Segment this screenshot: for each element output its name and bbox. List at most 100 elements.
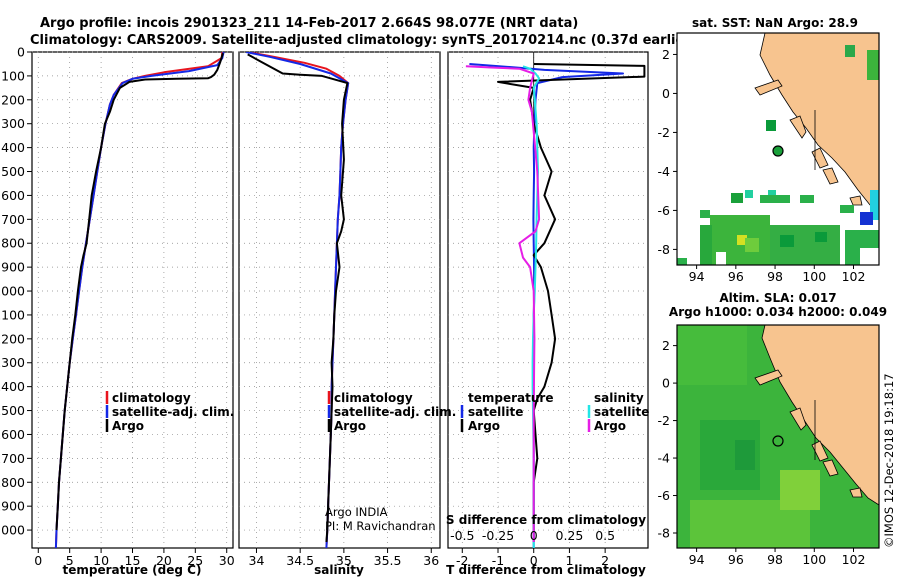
salinity-x-label: salinity xyxy=(314,563,364,577)
sst-pixel xyxy=(737,235,747,245)
salinity-legend: climatology satellite-adj. clim. Argo Ar… xyxy=(325,391,456,533)
sst-pixel xyxy=(870,190,879,220)
island xyxy=(849,195,863,206)
legend-label-argo: Argo xyxy=(112,419,144,433)
map-y-tick-label: -6 xyxy=(658,488,671,503)
legend-label-satellite: satellite-adj. clim. xyxy=(334,405,456,419)
argo-float-marker xyxy=(772,145,784,157)
y-tick-label: 1800 xyxy=(0,475,25,490)
y-tick-label: 300 xyxy=(1,116,25,131)
sst-pixel xyxy=(768,190,776,198)
island xyxy=(849,487,863,498)
map-x-tick-label: 102 xyxy=(842,552,866,567)
map-x-tick-label: 96 xyxy=(728,552,744,567)
legend-label-satellite: satellite-adj. clim. xyxy=(112,405,234,419)
sst-pixel xyxy=(677,258,687,265)
sla-map-title-line1: Altim. SLA: 0.017 xyxy=(719,291,836,305)
map-y-tick-label: -8 xyxy=(658,242,671,257)
sla-map xyxy=(677,325,879,548)
y-tick-label: 2000 xyxy=(0,523,25,538)
difference-series xyxy=(465,63,646,548)
sla-patch xyxy=(735,440,755,470)
x-tick-label: 0 xyxy=(34,553,42,568)
sst-map-frame xyxy=(676,32,880,266)
salinity-panel-frame xyxy=(238,51,441,549)
sst-pixel xyxy=(745,238,759,252)
y-tick-label: 1000 xyxy=(0,284,25,299)
map-x-tick-label: 94 xyxy=(689,552,705,567)
imos-timestamp: ©IMOS 12-Dec-2018 19:18:17 xyxy=(882,373,896,548)
sst-pixel xyxy=(845,45,855,57)
x-tick-label: 0 xyxy=(530,553,538,568)
s-diff-tick-label: -0.25 xyxy=(482,528,514,543)
y-tick-label: 600 xyxy=(1,188,25,203)
series-line-t-satellite xyxy=(469,63,624,548)
series-line-satellite-adj-clim- xyxy=(54,52,225,548)
sst-pixel xyxy=(700,210,710,218)
sst-pixel xyxy=(800,195,814,203)
series-line-satellite-adj-clim- xyxy=(245,52,350,548)
x-tick-label: 34.5 xyxy=(286,553,314,568)
sla-patch xyxy=(677,325,747,385)
grid-layer xyxy=(32,51,648,548)
series-line-t-argo xyxy=(497,63,646,542)
sla-map-axes: 94 96 98 100 102 2 0 -2 -4 -6 -8 xyxy=(658,338,866,567)
sst-pixel xyxy=(860,212,873,225)
map-x-tick-label: 100 xyxy=(802,269,826,284)
sla-patch xyxy=(780,470,820,510)
s-diff-tick-label: -0.5 xyxy=(450,528,474,543)
y-tick-label: 800 xyxy=(1,236,25,251)
s-diff-tick-label: 0.5 xyxy=(595,528,615,543)
x-tick-label: 2 xyxy=(601,553,609,568)
y-tick-label: 1700 xyxy=(0,451,25,466)
series-line-argo xyxy=(55,52,224,531)
map-y-tick-label: -6 xyxy=(658,203,671,218)
island xyxy=(822,167,839,185)
y-tick-label: 400 xyxy=(1,140,25,155)
figure-title-line2: Climatology: CARS2009. Satellite-adjuste… xyxy=(30,33,697,48)
x-tick-label: 10 xyxy=(93,553,109,568)
temperature-panel-frame xyxy=(31,51,234,549)
map-x-tick-label: 100 xyxy=(802,552,826,567)
sst-pixel xyxy=(766,120,776,131)
map-y-tick-label: 2 xyxy=(662,338,670,353)
s-difference-axis-label: S difference from climatology xyxy=(446,513,646,527)
sst-pixel xyxy=(780,235,794,247)
island xyxy=(811,147,829,169)
legend-heading-salinity: salinity xyxy=(594,391,644,405)
depth-axis: 0 100 200 300 400 500 600 700 800 900 1000 1100 1200… xyxy=(0,45,32,538)
s-difference-tick-labels: -0.5 -0.25 0 0.25 0.5 xyxy=(450,528,615,543)
y-tick-label: 1200 xyxy=(0,331,25,346)
temperature-legend: climatology satellite-adj. clim. Argo xyxy=(105,391,234,433)
series-line-climatology xyxy=(54,52,224,548)
legend-heading-temperature: temperature xyxy=(468,391,553,405)
temperature-x-axis: 0 5 10 15 20 25 30 xyxy=(34,548,235,568)
salinity-x-axis: 34 34.5 35 35.5 36 xyxy=(249,548,439,568)
figure-title-line1: Argo profile: incois 2901323_211 14-Feb-… xyxy=(40,16,578,31)
difference-legend: temperature satellite Argo salinity sate… xyxy=(460,391,649,433)
island xyxy=(789,407,807,431)
island xyxy=(789,115,807,139)
y-tick-label: 1900 xyxy=(0,499,25,514)
y-tick-label: 900 xyxy=(1,260,25,275)
x-tick-label: 30 xyxy=(219,553,235,568)
legend-label-climatology: climatology xyxy=(334,391,413,405)
legend-label-s-argo: Argo xyxy=(594,419,626,433)
sst-map-title: sat. SST: NaN Argo: 28.9 xyxy=(692,16,858,30)
s-diff-tick-label: 0.25 xyxy=(556,528,584,543)
legend-label-t-satellite: satellite xyxy=(468,405,523,419)
map-y-tick-label: -4 xyxy=(658,164,671,179)
map-x-tick-label: 102 xyxy=(842,269,866,284)
sst-pixel xyxy=(760,195,790,203)
argo-india-label: Argo INDIA xyxy=(325,505,388,519)
island xyxy=(811,440,829,462)
map-y-tick-label: 2 xyxy=(662,47,670,62)
sst-gap xyxy=(860,248,879,265)
y-tick-label: 1600 xyxy=(0,427,25,442)
legend-label-t-argo: Argo xyxy=(468,419,500,433)
x-tick-label: 25 xyxy=(187,553,203,568)
x-tick-label: 15 xyxy=(125,553,141,568)
sla-map-title-line2: Argo h1000: 0.034 h2000: 0.049 xyxy=(669,305,887,319)
y-tick-label: 500 xyxy=(1,164,25,179)
